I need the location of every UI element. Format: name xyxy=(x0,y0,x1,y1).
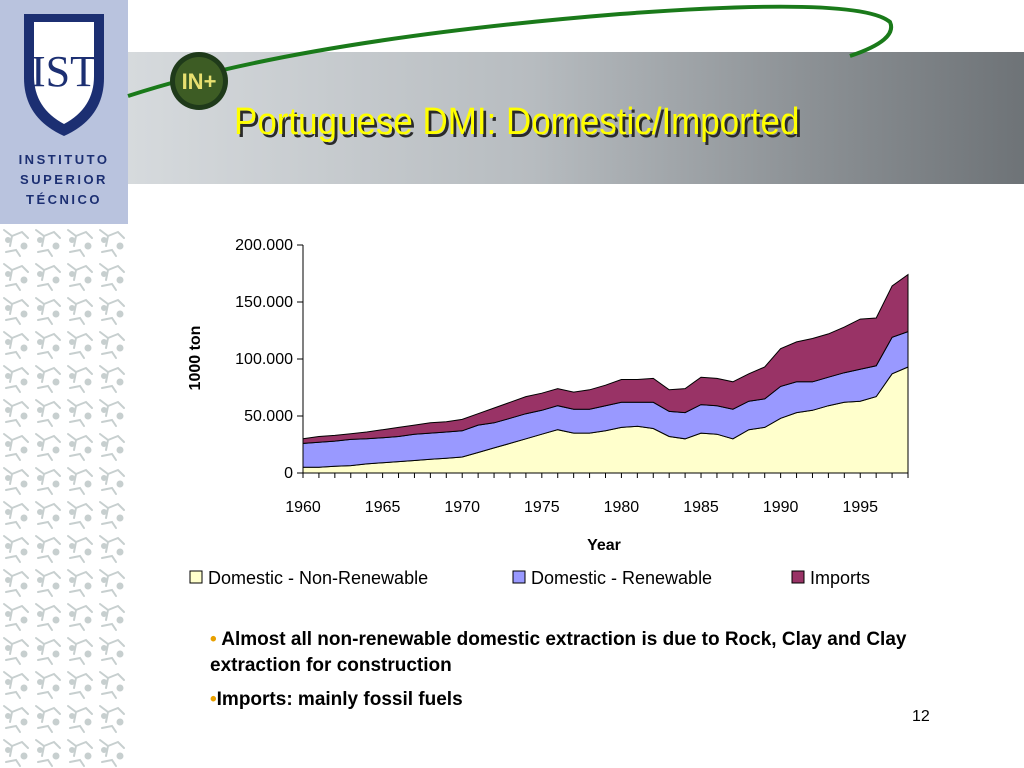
y-axis-label: 1000 ton xyxy=(187,326,204,391)
x-tick-label: 1995 xyxy=(842,499,878,516)
x-axis-label: Year xyxy=(587,537,621,554)
x-tick-label: 1985 xyxy=(683,499,719,516)
bullet-item-1: • Almost all non-renewable domestic extr… xyxy=(210,627,930,679)
bullet-text-1: Almost all non-renewable domestic extrac… xyxy=(210,629,907,676)
in-plus-badge: IN+ xyxy=(182,69,217,94)
header-band xyxy=(128,52,1024,184)
decorative-pattern xyxy=(0,224,128,768)
legend-swatch-1 xyxy=(189,570,203,584)
bullet-marker: • xyxy=(210,629,217,650)
chart-legend: Domestic - Non-Renewable Domestic - Renew… xyxy=(189,568,870,588)
y-tick-label: 0 xyxy=(284,465,293,482)
y-tick-label: 150.000 xyxy=(235,294,293,311)
bullet-list: • Almost all non-renewable domestic extr… xyxy=(210,627,930,721)
sidebar: IST INSTITUTO SUPERIOR TÉCNICO xyxy=(0,0,128,768)
x-tick-label: 1960 xyxy=(285,499,321,516)
in-plus-logo-icon: IN+ xyxy=(170,52,228,110)
legend-label-2: Domestic - Renewable xyxy=(531,568,712,588)
y-tick-label: 200.000 xyxy=(235,237,293,254)
y-tick-label: 100.000 xyxy=(235,351,293,368)
logo-line-2: SUPERIOR xyxy=(20,172,108,187)
x-tick-label: 1970 xyxy=(444,499,480,516)
legend-label-1: Domestic - Non-Renewable xyxy=(208,568,428,588)
logo-line-3: TÉCNICO xyxy=(26,192,102,207)
x-tick-label: 1965 xyxy=(365,499,401,516)
x-tick-label: 1975 xyxy=(524,499,560,516)
legend-swatch-3 xyxy=(791,570,805,584)
legend-swatch-2 xyxy=(512,570,526,584)
dmi-area-chart: 0 50.000 100.000 150.000 200.000 1960 1965 1970… xyxy=(187,237,909,588)
logo-line-1: INSTITUTO xyxy=(18,152,110,167)
bullet-text-2: Imports: mainly fossil fuels xyxy=(216,689,463,710)
page-number: 12 xyxy=(912,708,930,725)
bullet-item-2: •Imports: mainly fossil fuels xyxy=(210,687,930,713)
chart-areas xyxy=(302,273,909,474)
ist-mark: IST xyxy=(31,47,97,96)
legend-label-3: Imports xyxy=(810,568,870,588)
y-tick-label: 50.000 xyxy=(244,408,293,425)
ist-logo: IST INSTITUTO SUPERIOR TÉCNICO xyxy=(0,0,128,224)
slide-title: Portuguese DMI: Domestic/Imported xyxy=(234,101,800,143)
area-series-3 xyxy=(302,273,909,444)
swoosh-decoration xyxy=(127,4,894,98)
bullet-marker: • xyxy=(210,689,217,710)
chart-axes: 0 50.000 100.000 150.000 200.000 1960 1965 1970… xyxy=(235,237,909,516)
x-tick-label: 1990 xyxy=(763,499,799,516)
ist-shield-icon: IST xyxy=(24,14,104,136)
x-tick-label: 1980 xyxy=(604,499,640,516)
